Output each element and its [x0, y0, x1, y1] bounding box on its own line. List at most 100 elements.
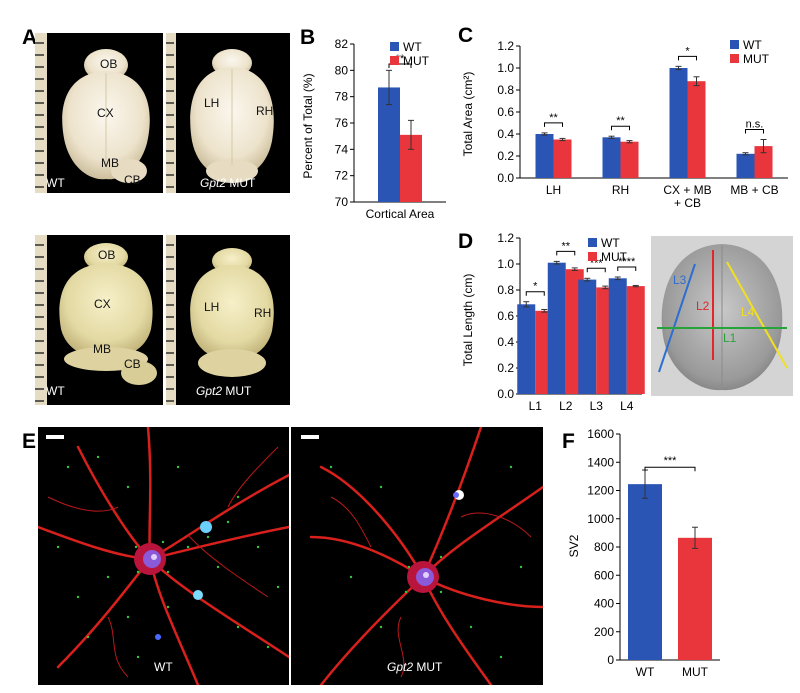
- neuron-micrograph-mut-drawing: Gpt2 MUT: [301, 427, 543, 685]
- panel-label-d: D: [458, 230, 474, 253]
- y-axis-label-d: Total Length (cm): [461, 274, 475, 367]
- bar-c-wt: [669, 68, 688, 178]
- y-tick-label-f: 1600: [587, 428, 614, 441]
- bar-c-mut: [620, 141, 639, 178]
- caption-mut-top: Gpt2 MUT: [200, 176, 256, 190]
- label-lh-bottom: LH: [204, 300, 220, 314]
- brain-schematic-drawing: L3 L2 L4 L1: [657, 244, 788, 391]
- x-tick-label-c: MB + CB: [730, 183, 778, 197]
- y-axis-label-f: SV2: [567, 534, 581, 557]
- y-tick-label-f: 800: [594, 540, 614, 554]
- bar-d-mut: [626, 286, 645, 394]
- x-tick-label-c: RH: [612, 183, 629, 197]
- y-tick-label-c: 0.6: [497, 105, 514, 119]
- brain-photo-wt-bottom: [35, 235, 163, 405]
- brain-photo-mut-bottom: [166, 235, 290, 405]
- brain-photo-wt-top: [35, 33, 163, 193]
- legend-label-c-wt: WT: [743, 38, 762, 52]
- label-mb-top: MB: [101, 156, 119, 170]
- significance-bracket-d: [586, 267, 606, 273]
- brain-photo-mut-top: [166, 33, 290, 193]
- neuron-micrograph-mut: Gpt2 MUT: [291, 427, 543, 685]
- y-axis-label-c: Total Area (cm²): [461, 72, 475, 157]
- label-rh-top: RH: [256, 104, 274, 118]
- significance-bracket-c: [745, 129, 764, 134]
- y-tick-label-f: 0: [607, 653, 614, 667]
- bar-f-mut: [678, 537, 712, 660]
- y-tick-label-c: 0.2: [497, 149, 514, 163]
- chart-b: 70 72 74 76 78 80 82 Percent of Total (%) Cortic…: [301, 37, 446, 221]
- label-lh-top: LH: [204, 96, 220, 110]
- significance-bracket-f: [644, 466, 696, 472]
- caption-e-mut: Gpt2 MUT: [387, 660, 443, 674]
- significance-label-d: *: [533, 281, 538, 293]
- y-tick-label-d: 1.2: [497, 231, 514, 245]
- y-tick-label-c: 0.0: [497, 171, 514, 185]
- legend-swatch-c-wt: [730, 40, 739, 49]
- significance-bracket-c: [611, 125, 630, 131]
- bar-c-wt: [736, 153, 755, 178]
- y-tick-label-b: 80: [335, 63, 349, 77]
- y-tick-label-d: 0.8: [497, 283, 514, 297]
- significance-bracket-d: [617, 266, 637, 271]
- y-tick-label-c: 0.4: [497, 127, 514, 141]
- bar-c-wt: [535, 134, 554, 178]
- y-tick-label-f: 1200: [587, 484, 614, 498]
- brain-photo-wt-top-drawing: [35, 33, 150, 193]
- bar-b-wt: [378, 87, 400, 202]
- label-l2: L2: [696, 299, 710, 313]
- neuron-micrograph-wt-drawing: WT: [38, 427, 289, 685]
- brain-photo-mut-top-drawing: [166, 33, 274, 193]
- panel-label-f: F: [562, 430, 575, 453]
- legend-label-d-wt: WT: [601, 236, 620, 250]
- caption-mut-bottom: Gpt2 MUT: [196, 384, 252, 398]
- significance-label-c: n.s.: [746, 119, 764, 131]
- bar-d-wt: [608, 278, 627, 394]
- y-tick-label-f: 600: [594, 568, 614, 582]
- label-l3: L3: [673, 273, 687, 287]
- bar-f-wt: [628, 484, 662, 660]
- legend-swatch-d-mut: [588, 252, 597, 261]
- y-tick-label-f: 200: [594, 625, 614, 639]
- x-tick-label-d: L2: [559, 399, 573, 413]
- bar-c-mut: [687, 81, 706, 178]
- neuron-micrograph-wt: WT: [38, 427, 289, 685]
- significance-label-f: ***: [664, 455, 678, 467]
- y-tick-label-d: 1.0: [497, 257, 514, 271]
- y-tick-label-f: 400: [594, 597, 614, 611]
- significance-bracket-c: [678, 55, 697, 61]
- x-tick-label-f: MUT: [682, 665, 709, 679]
- measure-line-l3: [658, 263, 696, 373]
- legend-swatch-d-wt: [588, 238, 597, 247]
- label-cx-bottom: CX: [94, 297, 111, 311]
- legend-label-c-mut: MUT: [743, 52, 770, 66]
- legend-swatch-b-mut: [390, 56, 399, 65]
- significance-label-c: *: [685, 45, 690, 57]
- x-tick-label-b: Cortical Area: [366, 207, 435, 221]
- y-tick-label-b: 74: [335, 142, 349, 156]
- x-tick-label-c: + CB: [674, 196, 701, 210]
- y-tick-label-f: 1400: [587, 455, 614, 469]
- bar-c-mut: [754, 146, 773, 178]
- label-rh-bottom: RH: [254, 306, 272, 320]
- significance-label-c: **: [549, 112, 558, 124]
- y-axis-label-b: Percent of Total (%): [301, 73, 315, 178]
- y-tick-label-b: 82: [335, 37, 349, 51]
- bar-b-mut: [400, 134, 422, 202]
- x-tick-label-d: L1: [529, 399, 543, 413]
- brain-photo-mut-bottom-drawing: [166, 235, 274, 405]
- x-tick-label-d: L3: [590, 399, 604, 413]
- caption-e-wt: WT: [154, 660, 173, 674]
- y-tick-label-b: 76: [335, 116, 349, 130]
- bar-c-wt: [602, 137, 621, 178]
- bar-d-wt: [547, 262, 566, 394]
- significance-bracket-b: [388, 63, 412, 68]
- panel-label-a: A: [22, 26, 38, 49]
- panel-label-b: B: [300, 26, 316, 49]
- label-cb-bottom: CB: [124, 357, 141, 371]
- bar-d-wt: [517, 304, 536, 394]
- label-ob-top: OB: [100, 57, 118, 71]
- y-tick-label-d: 0.6: [497, 309, 514, 323]
- panel-label-e: E: [22, 430, 37, 453]
- legend-label-b-wt: WT: [403, 40, 422, 54]
